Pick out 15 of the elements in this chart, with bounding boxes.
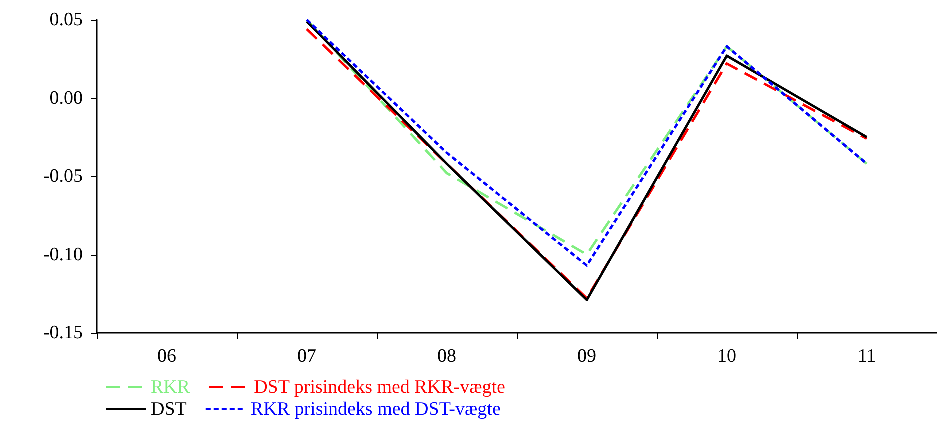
legend-label: RKR prisindeks med DST-vægte (250, 399, 501, 420)
x-tick-label: 06 (158, 346, 176, 367)
y-tick-label: -0.15 (43, 322, 83, 344)
y-tick-label: 0.05 (50, 10, 83, 30)
y-tick-label: -0.05 (43, 166, 83, 187)
y-tick-label: -0.10 (43, 244, 83, 266)
x-tick-label: 11 (858, 346, 876, 367)
legend-label: DST (151, 399, 188, 420)
x-tick-label: 08 (438, 346, 456, 367)
legend-label: DST prisindeks med RKR-vægte (254, 377, 506, 398)
y-tick-label: 0.00 (50, 88, 83, 109)
x-tick-label: 07 (298, 346, 316, 367)
x-tick-label: 10 (718, 346, 736, 367)
x-tick-label: 09 (578, 346, 596, 367)
legend-label: RKR (151, 377, 190, 398)
